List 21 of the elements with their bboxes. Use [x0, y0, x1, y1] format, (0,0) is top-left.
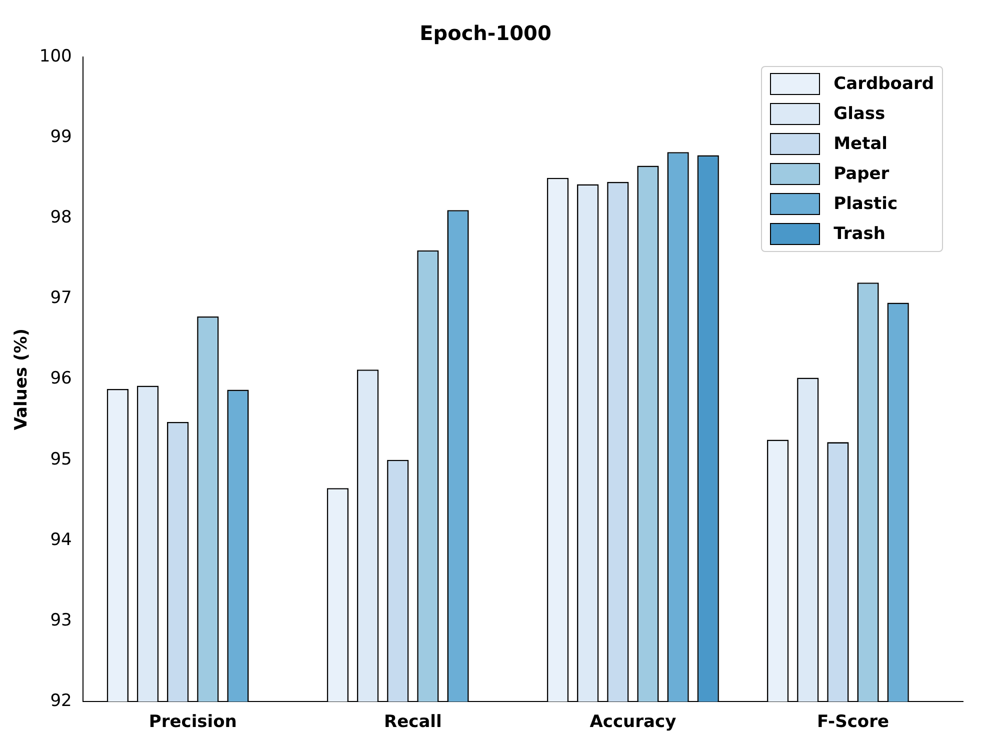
y-tick-label: 98 [50, 208, 72, 228]
x-tick-label: Accuracy [590, 712, 676, 732]
chart-title: Epoch-1000 [420, 21, 552, 46]
x-tick-label: Precision [148, 712, 237, 732]
legend-label: Glass [834, 104, 886, 124]
legend-label: Plastic [834, 194, 898, 214]
legend-label: Metal [834, 134, 888, 154]
legend-label: Trash [834, 224, 886, 244]
y-tick-label: 92 [50, 691, 72, 712]
y-tick-label: 96 [50, 368, 72, 389]
x-tick-label: F-Score [816, 712, 890, 732]
y-tick-label: 99 [50, 126, 72, 147]
y-tick-label: 93 [50, 610, 72, 630]
y-tick-label: 95 [50, 449, 72, 470]
y-axis-title: Values (%) [12, 328, 32, 430]
legend-label: Paper [834, 164, 890, 184]
y-tick-label: 94 [50, 530, 72, 550]
y-tick-label: 100 [39, 46, 72, 66]
y-tick-label: 97 [50, 288, 72, 308]
legend-label: Cardboard [834, 74, 934, 94]
x-tick-label: Recall [384, 712, 442, 732]
